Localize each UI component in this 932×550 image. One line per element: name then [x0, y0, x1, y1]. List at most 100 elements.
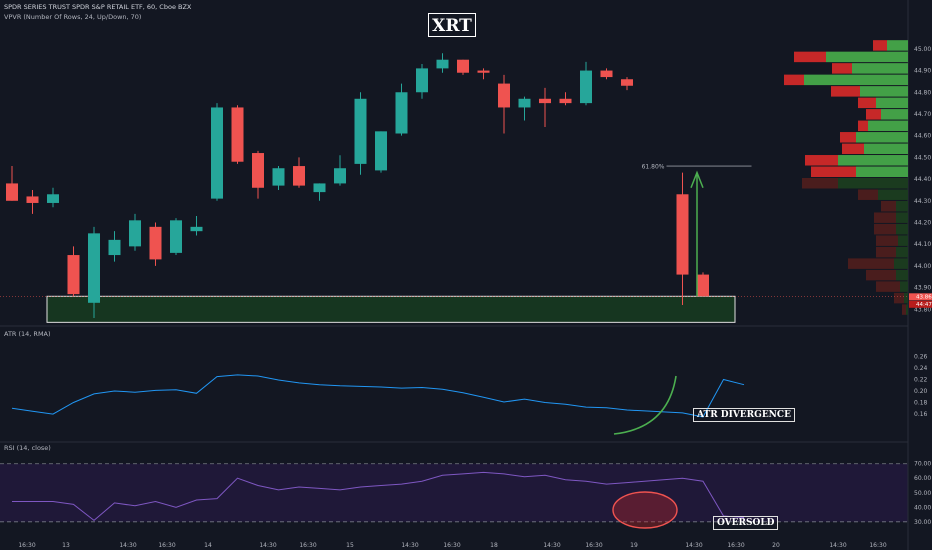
volume-profile-up-bar	[894, 258, 908, 269]
volume-profile-up-bar	[804, 74, 908, 86]
volume-profile-down-bar	[831, 86, 860, 97]
candle-body	[293, 166, 305, 186]
rsi-axis-tick: 50.00	[914, 490, 931, 497]
volume-profile-up-bar	[826, 51, 908, 63]
time-axis-label: 14:30	[401, 542, 418, 549]
candle-body	[697, 274, 709, 297]
candle-body	[47, 194, 59, 203]
countdown-tag	[909, 300, 932, 308]
countdown-tag-text: 44:47	[916, 302, 932, 308]
candle-body	[498, 83, 510, 108]
vpvr-indicator-label[interactable]: VPVR (Number Of Rows, 24, Up/Down, 70)	[4, 13, 142, 21]
time-axis-label: 16:30	[443, 542, 460, 549]
candle-body	[518, 98, 531, 108]
volume-profile-down-bar	[858, 189, 878, 200]
time-axis-label: 16:30	[869, 542, 886, 549]
last-price-tag-text: 43.86	[916, 294, 932, 300]
volume-profile-up-bar	[876, 97, 908, 109]
time-axis-label: 14:30	[543, 542, 560, 549]
axes-layer: 45.00 44.90 44.80 44.70 44.60 44.50 44.40 44.30…	[18, 46, 932, 549]
price-axis-tick: 44.50	[914, 154, 931, 161]
candle-body	[539, 98, 551, 104]
time-axis-label: 19	[630, 542, 638, 549]
volume-profile-down-bar	[811, 166, 856, 177]
rsi-band-layer	[0, 463, 908, 523]
volume-profile-up-bar	[856, 166, 908, 177]
candle-body	[600, 70, 613, 78]
volume-profile-up-bar	[868, 120, 908, 132]
time-axis-label: 14:30	[829, 542, 846, 549]
volume-profile-up-bar	[896, 212, 908, 223]
atr-axis-tick: 0.20	[914, 388, 928, 395]
rsi-band-fill	[0, 463, 908, 522]
price-axis-tick: 44.80	[914, 89, 931, 96]
volume-profile-down-bar	[840, 132, 856, 143]
volume-profile-up-bar	[896, 246, 908, 258]
candle-body	[231, 107, 244, 162]
volume-profile-down-bar	[802, 178, 838, 189]
candle-body	[477, 70, 490, 73]
volume-profile-down-bar	[866, 109, 881, 120]
candle-body	[88, 233, 100, 303]
volume-profile-up-bar	[896, 200, 908, 212]
atr-line	[11, 374, 745, 418]
candle-body	[416, 68, 428, 93]
volume-profile-down-bar	[874, 212, 896, 223]
candle-body	[313, 183, 326, 193]
volume-profile-down-bar	[858, 120, 868, 132]
rsi-panel-label[interactable]: RSI (14, close)	[4, 444, 51, 452]
price-axis-tick: 44.10	[914, 241, 931, 248]
price-axis-tick: 44.30	[914, 198, 931, 205]
atr-divergence-arc	[613, 375, 677, 435]
atr-axis-tick: 0.26	[914, 353, 928, 360]
price-axis-tick: 44.90	[914, 68, 931, 75]
atr-divergence-annotation: ATR DIVERGENCE	[693, 408, 795, 422]
atr-axis-tick: 0.24	[914, 365, 928, 372]
candle-body	[457, 59, 469, 73]
candle-body	[559, 98, 572, 104]
time-axis-label: 14:30	[685, 542, 702, 549]
price-axis-tick: 44.70	[914, 111, 931, 118]
candles-layer	[6, 53, 709, 318]
volume-profile-down-bar	[842, 143, 864, 155]
volume-profile-up-bar	[900, 281, 908, 292]
candle-body	[6, 183, 18, 201]
candle-body	[252, 153, 264, 188]
rsi-line	[12, 471, 745, 522]
oversold-highlight-ellipse	[612, 491, 678, 529]
volume-profile-down-bar	[832, 63, 852, 74]
time-axis-label: 20	[772, 542, 780, 549]
candle-body	[129, 220, 141, 247]
time-axis-label: 14	[204, 542, 212, 549]
time-axis-label: 16:30	[585, 542, 602, 549]
oversold-annotation: OVERSOLD	[713, 516, 779, 530]
rsi-axis-tick: 70.00	[914, 461, 931, 468]
volume-profile-up-bar	[838, 178, 908, 189]
atr-axis-tick: 0.16	[914, 411, 928, 418]
volume-profile-up-bar	[878, 189, 908, 200]
volume-profile-down-bar	[902, 304, 906, 315]
volume-profile-up-bar	[864, 143, 908, 155]
time-axis-label: 16:30	[158, 542, 175, 549]
volume-profile-down-bar	[858, 97, 876, 109]
volume-profile-down-bar	[784, 74, 804, 86]
volume-profile-up-bar	[860, 86, 908, 97]
atr-panel-label[interactable]: ATR (14, RMA)	[4, 330, 51, 338]
time-axis-label: 16:30	[727, 542, 744, 549]
volume-profile-down-bar	[794, 51, 826, 63]
volume-profile-up-bar	[887, 40, 908, 51]
price-axis-tick: 44.60	[914, 133, 931, 140]
indicator-lines-layer	[11, 374, 745, 522]
support-zone-layer	[0, 295, 908, 323]
candle-body	[436, 59, 449, 69]
symbol-title: SPDR SERIES TRUST SPDR S&P RETAIL ETF, 6…	[4, 3, 192, 11]
candle-body	[67, 255, 80, 295]
candle-body	[354, 98, 367, 164]
fib-level-label: 61.80%	[642, 164, 665, 171]
volume-profile-down-bar	[866, 269, 896, 281]
volume-profile-down-bar	[873, 40, 887, 51]
price-axis-tick: 44.20	[914, 219, 931, 226]
volume-profile-up-bar	[838, 155, 908, 166]
time-axis-label: 14:30	[119, 542, 136, 549]
